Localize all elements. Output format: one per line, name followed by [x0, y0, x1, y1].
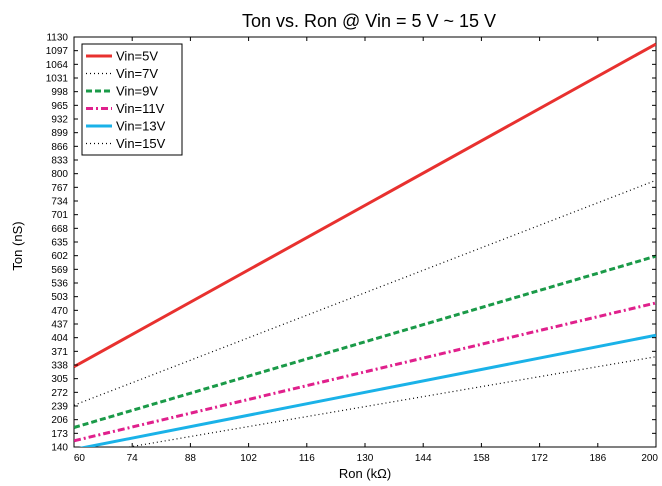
- y-tick-label: 338: [51, 361, 68, 372]
- series-line-vin-9v: [74, 254, 656, 429]
- y-tick-label: 470: [51, 306, 68, 317]
- y-tick-label: 503: [51, 292, 68, 303]
- y-tick-label: 866: [51, 142, 68, 153]
- series-line-vin-15v: [125, 356, 656, 447]
- x-tick-label: 158: [473, 453, 490, 464]
- series-line-vin-7v: [74, 179, 656, 406]
- y-tick-label: 1130: [46, 33, 68, 44]
- x-tick-label: 200: [641, 453, 658, 464]
- legend: Vin=5V Vin=7V Vin=9V Vin=11V Vin=13V Vin=15V: [81, 43, 183, 156]
- x-axis: 60 74 88 102 116 130 144 158 172 186 200: [73, 37, 658, 464]
- x-tick-label: 102: [240, 453, 257, 464]
- legend-entry: Vin=13V: [116, 119, 166, 134]
- y-tick-label: 635: [51, 238, 68, 249]
- y-tick-label: 305: [51, 374, 68, 385]
- x-tick-label: 186: [589, 453, 606, 464]
- x-tick-label: 60: [74, 453, 86, 464]
- x-axis-label: Ron (kΩ): [339, 466, 391, 481]
- y-tick-label: 701: [51, 210, 68, 221]
- y-axis: 140 173 206 239 272 305 338 371 404 437 470 503 536 5…: [46, 33, 656, 454]
- y-tick-label: 536: [51, 279, 68, 290]
- y-axis-label: Ton (nS): [10, 221, 25, 270]
- y-tick-label: 206: [51, 415, 68, 426]
- y-tick-label: 965: [51, 101, 68, 112]
- x-tick-label: 88: [185, 453, 197, 464]
- y-tick-label: 140: [51, 443, 68, 454]
- y-tick-label: 272: [51, 388, 68, 399]
- x-tick-label: 130: [357, 453, 374, 464]
- y-tick-label: 437: [51, 320, 68, 331]
- series-line-vin-5v: [74, 42, 656, 369]
- y-tick-label: 602: [51, 251, 68, 262]
- y-tick-label: 899: [51, 128, 68, 139]
- y-tick-label: 1064: [46, 60, 69, 71]
- y-tick-label: 569: [51, 265, 68, 276]
- series-line-vin-13v: [78, 333, 656, 447]
- series-line-vin-11v: [74, 301, 656, 443]
- series-layer: [74, 42, 656, 447]
- y-tick-label: 404: [51, 333, 68, 344]
- x-tick-label: 172: [531, 453, 548, 464]
- y-tick-label: 371: [51, 347, 68, 358]
- y-tick-label: 932: [51, 115, 68, 126]
- y-tick-label: 173: [51, 429, 68, 440]
- x-tick-label: 116: [299, 453, 315, 464]
- legend-entry: Vin=11V: [116, 101, 165, 116]
- legend-entry: Vin=5V: [116, 49, 158, 64]
- chart-title: Ton vs. Ron @ Vin = 5 V ~ 15 V: [242, 11, 496, 31]
- y-tick-label: 668: [51, 224, 68, 235]
- y-tick-label: 1031: [46, 74, 69, 85]
- y-tick-label: 833: [51, 156, 68, 167]
- y-tick-label: 734: [51, 197, 68, 208]
- y-tick-label: 1097: [46, 46, 69, 57]
- legend-entry: Vin=7V: [116, 66, 158, 81]
- legend-box: [81, 43, 183, 156]
- y-tick-label: 239: [51, 402, 68, 413]
- y-tick-label: 767: [51, 183, 68, 194]
- y-tick-label: 998: [51, 87, 68, 98]
- x-tick-label: 74: [127, 453, 139, 464]
- legend-entry: Vin=9V: [116, 84, 158, 99]
- y-tick-label: 800: [51, 169, 68, 180]
- legend-entry: Vin=15V: [116, 136, 166, 151]
- x-tick-label: 144: [415, 453, 432, 464]
